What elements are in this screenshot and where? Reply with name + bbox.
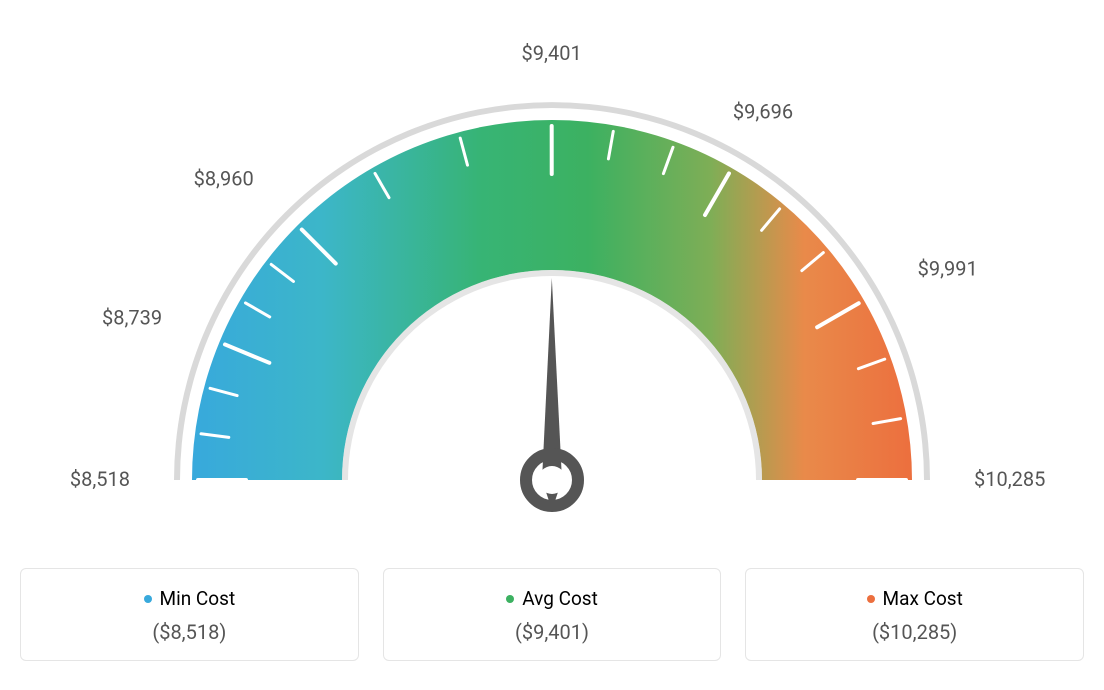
legend-value-min: ($8,518)	[41, 620, 338, 644]
svg-text:$9,401: $9,401	[522, 41, 582, 65]
svg-text:$10,285: $10,285	[974, 467, 1045, 491]
gauge-svg: $8,518 $8,739 $8,960 $9,401 $9,696 $9,991 $10,…	[20, 20, 1084, 540]
legend-card-min: Min Cost ($8,518)	[20, 568, 359, 661]
bullet-avg-icon	[506, 595, 514, 603]
svg-text:$9,991: $9,991	[918, 256, 978, 280]
svg-text:$8,518: $8,518	[70, 467, 130, 491]
svg-text:$8,960: $8,960	[194, 166, 254, 190]
svg-text:$9,696: $9,696	[733, 100, 793, 124]
legend-title-min: Min Cost	[144, 587, 236, 610]
legend-value-max: ($10,285)	[766, 620, 1063, 644]
cost-gauge-chart: $8,518 $8,739 $8,960 $9,401 $9,696 $9,991 $10,…	[20, 20, 1084, 661]
legend-card-avg: Avg Cost ($9,401)	[383, 568, 722, 661]
legend-title-min-text: Min Cost	[160, 587, 236, 610]
legend-row: Min Cost ($8,518) Avg Cost ($9,401) Max …	[20, 568, 1084, 661]
svg-text:$8,739: $8,739	[102, 305, 162, 329]
legend-title-max: Max Cost	[867, 587, 963, 610]
legend-title-avg: Avg Cost	[506, 587, 598, 610]
legend-value-avg: ($9,401)	[404, 620, 701, 644]
legend-card-max: Max Cost ($10,285)	[745, 568, 1084, 661]
legend-title-avg-text: Avg Cost	[522, 587, 598, 610]
legend-title-max-text: Max Cost	[883, 587, 963, 610]
bullet-min-icon	[144, 595, 152, 603]
bullet-max-icon	[867, 595, 875, 603]
